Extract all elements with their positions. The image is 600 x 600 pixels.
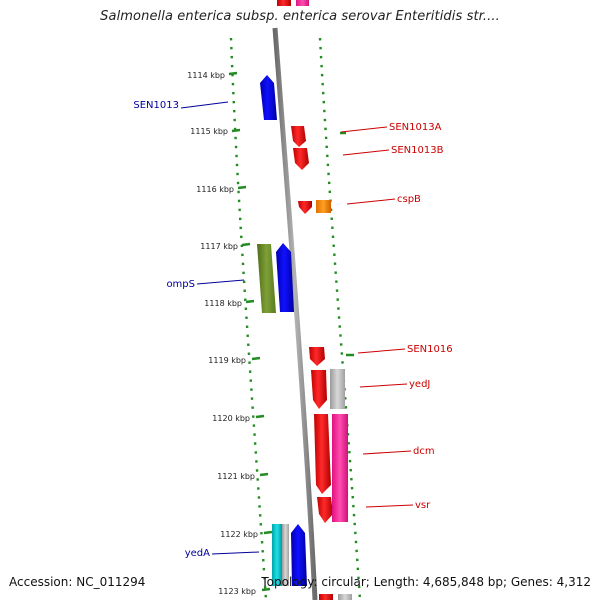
leader-vsr: [365, 504, 414, 508]
top-red-feature: [277, 0, 291, 6]
gene-dcm-arrow[interactable]: [314, 414, 331, 494]
gene-blue-bottom-arrow[interactable]: [291, 524, 307, 586]
tick-label: 1116 kbp: [196, 185, 234, 194]
gene-vsr-arrow[interactable]: [332, 414, 348, 522]
leader-sen1016: [357, 348, 406, 354]
tick-marks: [228, 71, 273, 592]
gene-label-sen1016: SEN1016: [407, 344, 453, 355]
map-title: Salmonella enterica subsp. enterica sero…: [100, 9, 500, 24]
bottom-red-feature: [319, 594, 333, 600]
gene-label-sen1013a: SEN1013A: [389, 122, 442, 133]
leader-omps: [196, 279, 245, 285]
gene-sen1016-arrow[interactable]: [309, 347, 325, 366]
gene-labels: SEN1013 SEN1013A SEN1013B cspB ompS SEN1…: [133, 100, 452, 559]
right-tick-marks: [340, 131, 354, 357]
gene-label-dcm: dcm: [413, 446, 435, 457]
gene-cspb-red-arrow[interactable]: [298, 201, 312, 214]
gene-yeda-arrow[interactable]: [272, 524, 282, 586]
gene-dcm2-arrow[interactable]: [317, 497, 333, 523]
leader-sen1013a: [340, 126, 388, 133]
tick-label: 1119 kbp: [208, 356, 246, 365]
tick-labels: 1114 kbp 1115 kbp 1116 kbp 1117 kbp 1118…: [187, 71, 258, 596]
left-dotted-track: [229, 37, 268, 600]
leader-sen1013b: [342, 149, 390, 156]
leader-yedj: [359, 383, 408, 388]
tick-mark: [259, 472, 269, 477]
tick-mark: [261, 587, 271, 592]
tick-mark: [251, 356, 261, 361]
leader-yeda: [211, 551, 260, 555]
bottom-gray-feature: [338, 594, 352, 600]
gene-yedj-arrow[interactable]: [330, 369, 345, 409]
gene-blue-reverse-arrow[interactable]: [276, 243, 294, 312]
genome-backbone: [272, 27, 318, 600]
gene-red-forward-arrow[interactable]: [311, 370, 327, 409]
tick-mark: [231, 128, 241, 133]
accession-text: Accession: NC_011294: [9, 575, 146, 589]
tick-mark: [228, 71, 238, 76]
topology-text: Topology: circular; Length: 4,685,848 bp…: [261, 575, 591, 589]
gene-sen1013a-arrow[interactable]: [291, 126, 306, 147]
leader-dcm: [362, 450, 412, 455]
tick-mark: [237, 185, 247, 190]
tick-label: 1118 kbp: [204, 299, 242, 308]
gene-label-vsr: vsr: [415, 500, 431, 511]
gene-label-sen1013b: SEN1013B: [391, 145, 444, 156]
gene-sen1013b-arrow[interactable]: [293, 148, 309, 170]
gene-gray-small-arrow[interactable]: [282, 524, 289, 586]
tick-label: 1120 kbp: [212, 414, 250, 423]
tick-label: 1114 kbp: [187, 71, 225, 80]
gene-cspb-arrow[interactable]: [316, 200, 331, 213]
tick-mark: [263, 530, 273, 535]
gene-omps-arrow[interactable]: [257, 244, 276, 313]
gene-label-cspb: cspB: [397, 194, 421, 205]
gene-label-sen1013: SEN1013: [133, 100, 179, 111]
tick-mark: [255, 414, 265, 419]
leader-cspb: [346, 198, 396, 205]
tick-label: 1115 kbp: [190, 127, 228, 136]
leader-lines: [180, 101, 414, 555]
tick-label: 1123 kbp: [218, 587, 256, 596]
gene-label-yeda: yedA: [185, 548, 210, 559]
gene-label-omps: ompS: [166, 279, 195, 290]
tick-label: 1117 kbp: [200, 242, 238, 251]
tick-label: 1122 kbp: [220, 530, 258, 539]
tick-mark: [245, 299, 255, 304]
right-dotted-track: [318, 37, 362, 600]
gene-label-yedj: yedJ: [409, 379, 430, 390]
tick-mark: [241, 242, 251, 247]
tick-label: 1121 kbp: [217, 472, 255, 481]
top-pink-feature: [296, 0, 309, 6]
gene-sen1013-arrow[interactable]: [260, 75, 277, 120]
leader-sen1013: [180, 101, 229, 109]
